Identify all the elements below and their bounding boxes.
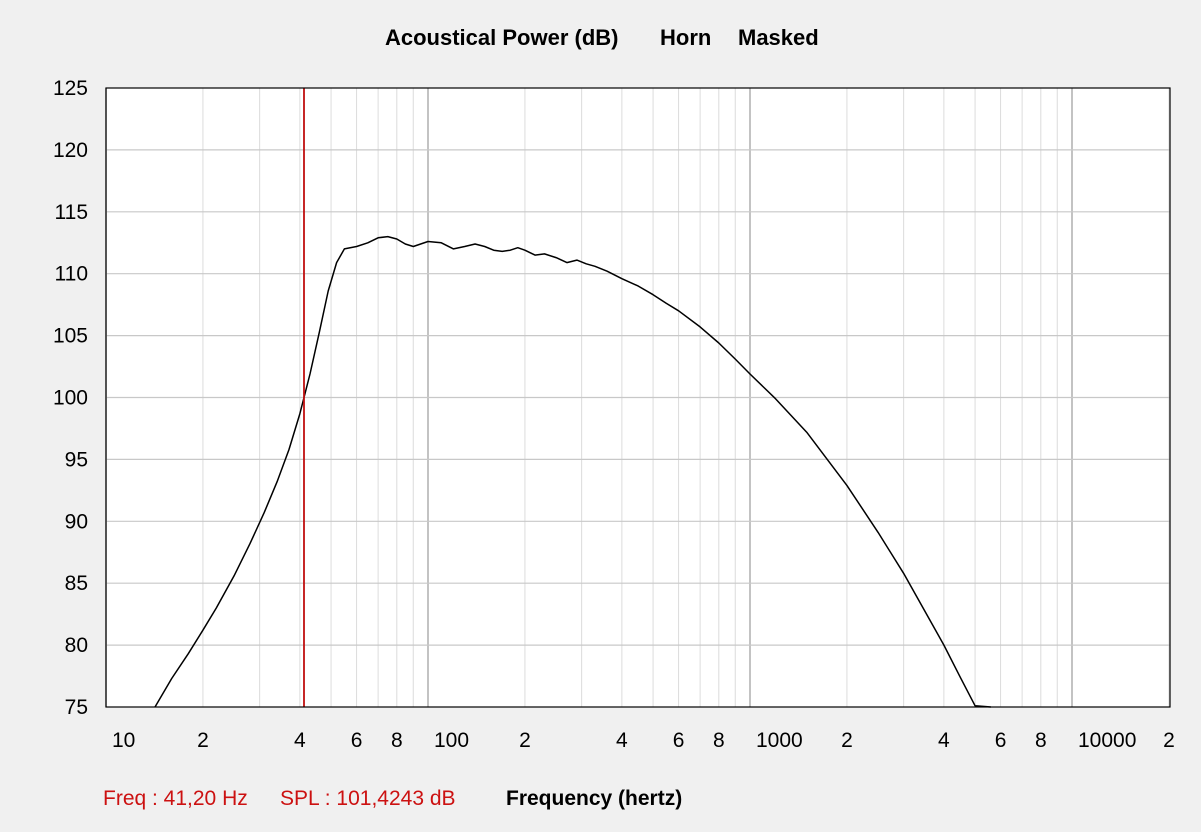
x-tick-label: 10: [112, 729, 135, 752]
series-line: [154, 235, 991, 708]
x-tick-labels: 10 2 4 6 8 100 2 4 6 8 1000 2 4 6 8 10000 2: [112, 729, 1175, 752]
x-tick-label: 8: [713, 729, 725, 752]
x-tick-label: 10000: [1078, 729, 1136, 752]
x-tick-label: 100: [434, 729, 469, 752]
x-tick-label: 6: [673, 729, 685, 752]
x-axis-label: Frequency (hertz): [506, 787, 682, 810]
chart-title-quantity: Acoustical Power (dB): [385, 25, 618, 50]
y-tick-label: 75: [65, 696, 88, 719]
chart-title-mode: Horn: [660, 25, 711, 50]
y-tick-label: 100: [53, 387, 88, 410]
x-tick-label: 2: [519, 729, 531, 752]
plot-frame: [105, 87, 1171, 708]
cursor-freq-readout: Freq : 41,20 Hz: [103, 787, 248, 810]
x-tick-label: 6: [351, 729, 363, 752]
y-tick-label: 90: [65, 510, 88, 533]
x-tick-label: 8: [1035, 729, 1047, 752]
series-group: [154, 235, 991, 708]
cursor-spl-readout: SPL : 101,4243 dB: [280, 787, 456, 810]
y-gridlines: [106, 149, 1170, 646]
y-tick-label: 125: [53, 77, 88, 100]
x-tick-label: 2: [841, 729, 853, 752]
chart-title-state: Masked: [738, 25, 819, 50]
x-tick-label: 6: [995, 729, 1007, 752]
x-tick-label: 1000: [756, 729, 803, 752]
x-tick-label: 4: [294, 729, 306, 752]
x-tick-label: 4: [616, 729, 628, 752]
y-tick-label: 110: [55, 263, 88, 286]
y-tick-label: 120: [53, 139, 88, 162]
y-tick-label: 85: [65, 572, 88, 595]
y-tick-label: 115: [55, 201, 88, 224]
y-tick-labels: 75 80 85 90 95 100 105 110 115 120 125: [53, 77, 88, 719]
y-tick-label: 105: [53, 325, 88, 348]
y-tick-label: 80: [65, 634, 88, 657]
x-tick-label: 4: [938, 729, 950, 752]
x-tick-label: 8: [391, 729, 403, 752]
x-tick-label: 2: [197, 729, 209, 752]
x-tick-label: 2: [1163, 729, 1175, 752]
y-tick-label: 95: [65, 448, 88, 471]
